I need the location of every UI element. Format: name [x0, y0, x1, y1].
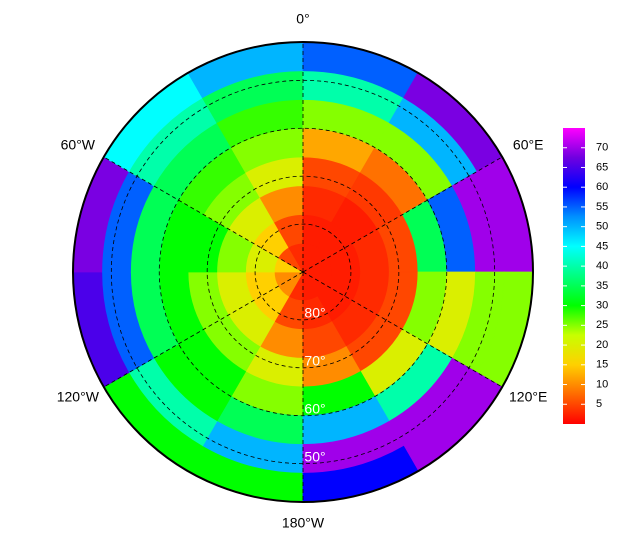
colorbar-label: 65: [596, 161, 608, 173]
meridian-label: 120°W: [57, 389, 100, 405]
parallel: [110, 79, 496, 465]
parallel-label: 80°: [304, 305, 325, 321]
colorbar-gradient: [563, 128, 585, 424]
parallel: [254, 223, 352, 321]
colorbar-label: 20: [596, 339, 608, 351]
meridian-label: 60°E: [513, 137, 544, 153]
meridian-label: 180°W: [282, 515, 325, 531]
parallel: [206, 175, 400, 369]
meridian-label: 0°: [296, 11, 309, 27]
meridian: [103, 156, 304, 273]
colorbar: 5 10 15 20 25 30 35 40 45 50 55 60 65 70: [563, 128, 608, 424]
parallel-label: 70°: [304, 353, 325, 369]
parallel-label: 50°: [304, 448, 325, 464]
colorbar-label: 30: [596, 300, 608, 312]
parallel-label: 60°: [304, 400, 325, 416]
colorbar-label: 35: [596, 280, 608, 292]
heatmap: [73, 42, 533, 502]
meridian-label: 60°W: [61, 137, 96, 153]
colorbar-label: 50: [596, 221, 608, 233]
meridian: [302, 271, 503, 388]
map-border: [72, 41, 534, 503]
colorbar-label: 25: [596, 319, 608, 331]
colorbar-label: 70: [596, 142, 608, 154]
colorbar-label: 10: [596, 378, 608, 390]
meridian-label: 120°E: [509, 389, 547, 405]
colorbar-label: 55: [596, 201, 608, 213]
colorbar-label: 15: [596, 359, 608, 371]
meridian: [103, 271, 304, 388]
colorbar-label: 45: [596, 240, 608, 252]
meridian: [302, 156, 503, 273]
graticule: [103, 42, 503, 502]
colorbar-label: 60: [596, 181, 608, 193]
colorbar-label: 40: [596, 260, 608, 272]
labels: 80° 70° 60° 50° 0° 60°E 120°E 180°W 120°W 60°W: [57, 11, 548, 531]
colorbar-label: 5: [596, 398, 602, 410]
